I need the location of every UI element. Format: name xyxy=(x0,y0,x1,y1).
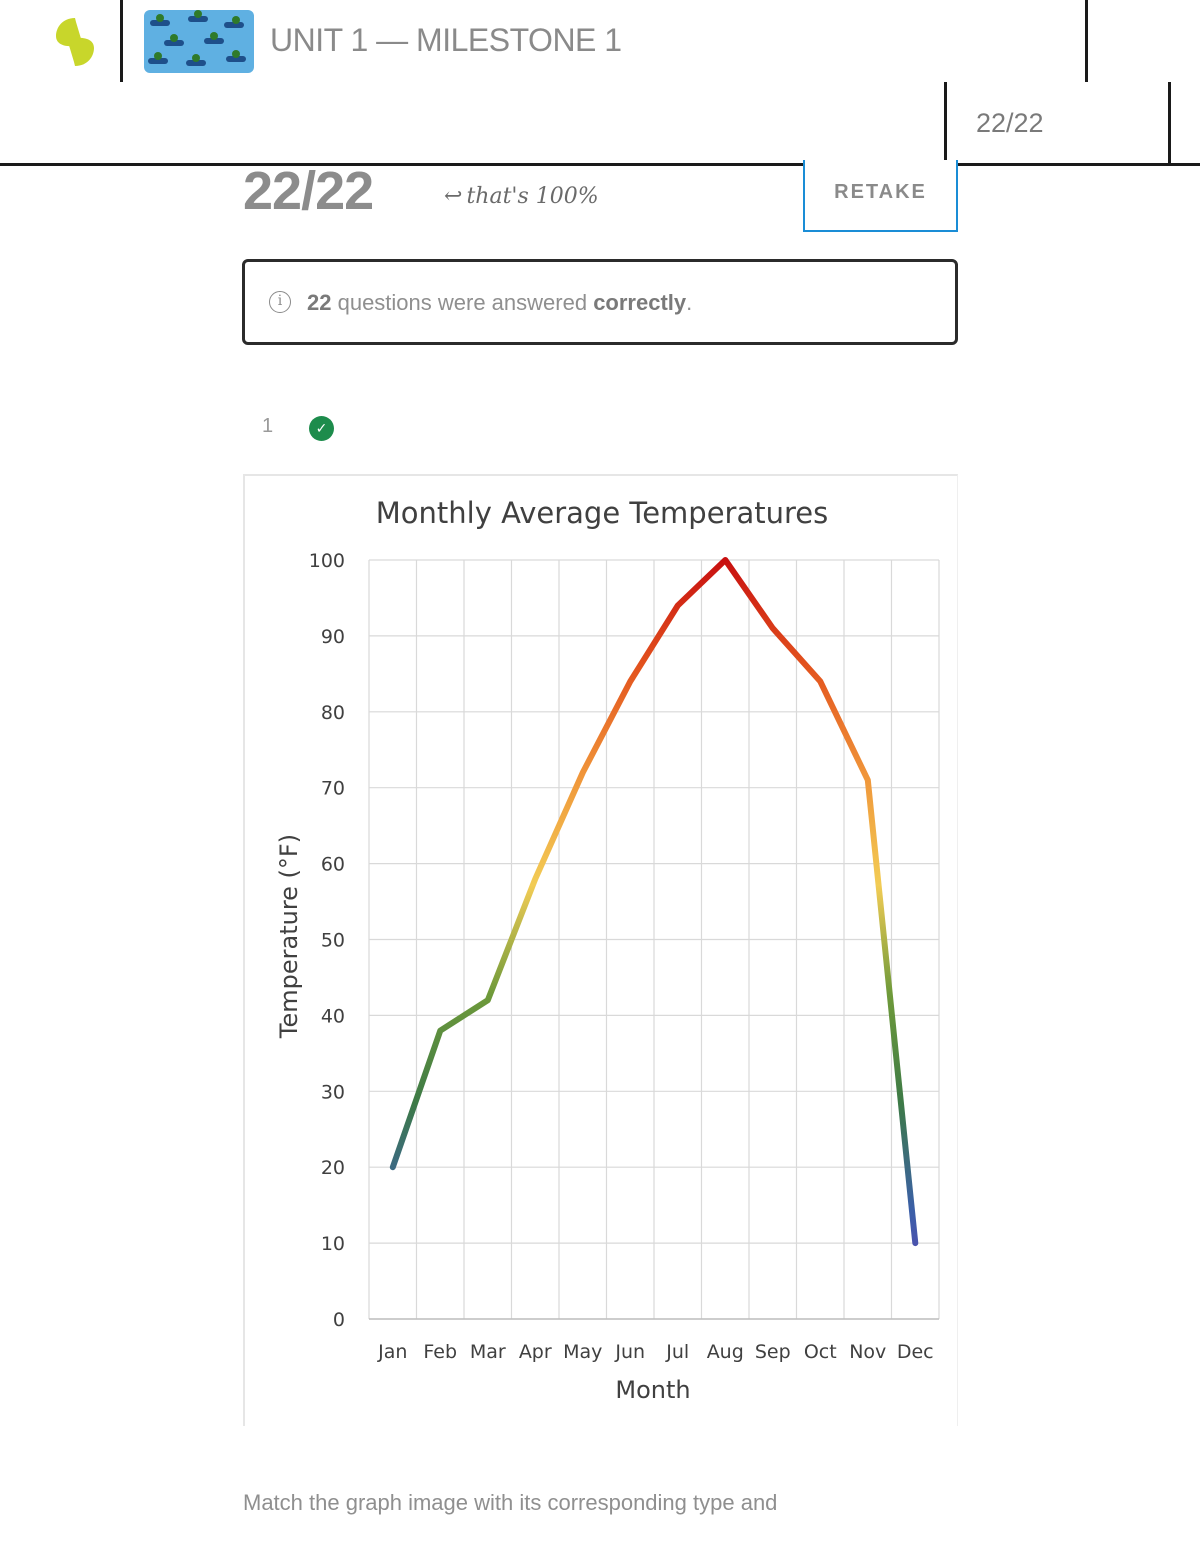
info-text-middle: questions were answered xyxy=(331,290,594,315)
temperature-series-line xyxy=(389,557,919,1247)
y-tick-label: 50 xyxy=(321,930,345,952)
data-point-feb xyxy=(437,1028,443,1034)
data-point-sep xyxy=(770,625,776,631)
page-title: UNIT 1 — MILESTONE 1 xyxy=(270,22,622,58)
x-axis-label: Month xyxy=(615,1376,690,1404)
chart-grid xyxy=(368,559,940,1320)
curved-arrow-icon: ↩ xyxy=(444,184,463,209)
y-tick-label: 10 xyxy=(321,1233,345,1255)
score-note-text: that's 100% xyxy=(466,184,599,209)
data-point-jul xyxy=(675,603,681,609)
y-tick-label: 20 xyxy=(321,1157,345,1179)
y-axis-label: Temperature (°F) xyxy=(275,834,303,1039)
correct-check-icon: ✓ xyxy=(309,416,334,441)
final-score: 22/22 xyxy=(243,161,374,221)
data-point-dec xyxy=(912,1240,918,1246)
y-tick-label: 0 xyxy=(333,1309,345,1331)
x-tick-label: Jul xyxy=(665,1341,689,1363)
data-point-may xyxy=(580,770,586,776)
y-tick-label: 100 xyxy=(309,550,345,572)
x-tick-label: Aug xyxy=(707,1341,744,1363)
y-tick-label: 60 xyxy=(321,854,345,876)
x-tick-label: Apr xyxy=(519,1341,552,1363)
header-divider-right xyxy=(1085,0,1088,82)
score-panel-left-border xyxy=(944,82,947,164)
x-tick-label: May xyxy=(563,1341,602,1363)
question-number: 1 xyxy=(262,415,274,437)
question-prompt: Match the graph image with its correspon… xyxy=(243,1490,778,1515)
chart-image: Monthly Average Temperatures 0 10 20 30 40 50… xyxy=(243,474,958,1426)
header-bottom-border xyxy=(0,163,1200,166)
x-tick-label: Oct xyxy=(804,1341,837,1363)
x-tick-label: Jan xyxy=(377,1341,407,1363)
x-tick-label: Feb xyxy=(423,1341,457,1363)
x-tick-label: Jun xyxy=(614,1341,645,1363)
x-tick-label: Mar xyxy=(470,1341,506,1363)
header-score: 22/22 xyxy=(976,108,1044,138)
x-tick-label: Dec xyxy=(897,1341,934,1363)
header-divider xyxy=(120,0,123,82)
data-point-jun xyxy=(627,678,633,684)
data-point-jan xyxy=(390,1164,396,1170)
x-tick-label: Nov xyxy=(849,1341,886,1363)
data-point-nov xyxy=(865,777,871,783)
result-info-text: 22 questions were answered correctly. xyxy=(307,290,692,316)
data-point-aug xyxy=(722,557,728,563)
data-point-apr xyxy=(532,876,538,882)
temperature-line-chart: Monthly Average Temperatures 0 10 20 30 40 50… xyxy=(275,496,940,1404)
correct-count: 22 xyxy=(307,290,332,315)
info-icon: i xyxy=(269,291,291,313)
course-thumbnail xyxy=(144,10,254,73)
y-tick-label: 40 xyxy=(321,1005,345,1027)
y-tick-label: 30 xyxy=(321,1081,345,1103)
y-tick-label: 80 xyxy=(321,702,345,724)
info-text-bold: correctly xyxy=(593,290,687,315)
y-tick-label: 70 xyxy=(321,778,345,800)
x-axis-ticks: Jan Feb Mar Apr May Jun Jul Aug Sep Oct Nov Dec xyxy=(377,1341,934,1363)
y-axis-ticks: 0 10 20 30 40 50 60 70 80 90 100 xyxy=(309,550,345,1331)
y-tick-label: 90 xyxy=(321,626,345,648)
app-logo-icon[interactable] xyxy=(52,16,98,68)
result-info-banner: i 22 questions were answered correctly. xyxy=(242,259,958,345)
chart-title: Monthly Average Temperatures xyxy=(376,496,828,530)
info-text-end: . xyxy=(686,290,693,315)
x-tick-label: Sep xyxy=(755,1341,791,1363)
data-point-mar xyxy=(485,997,491,1003)
score-panel-right-border xyxy=(1168,82,1171,164)
retake-button[interactable]: RETAKE xyxy=(803,160,958,232)
data-point-oct xyxy=(817,678,823,684)
score-note: ↩ that's 100% xyxy=(444,184,599,209)
